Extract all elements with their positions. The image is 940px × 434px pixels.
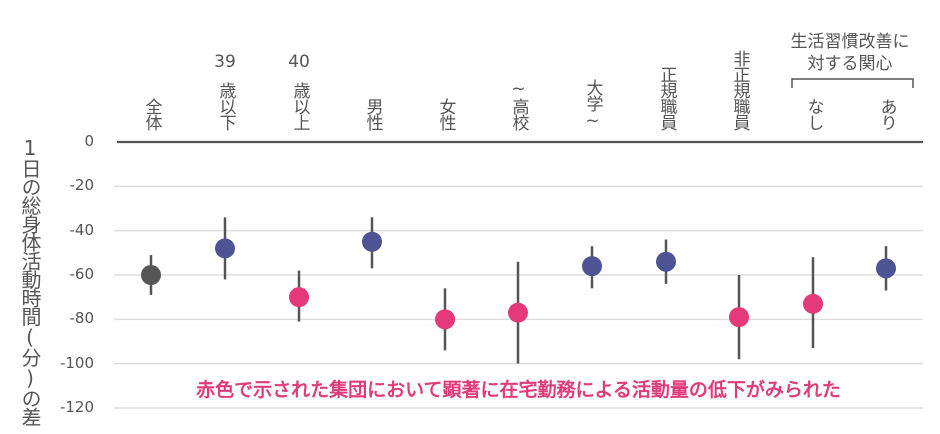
y-tick-label: -100	[59, 353, 94, 372]
category-label-number: 39	[214, 52, 236, 72]
y-tick-label: -120	[59, 398, 94, 416]
category-label-text: 非正規職員	[729, 50, 750, 130]
category-label-text: あり	[876, 98, 897, 130]
category-label: 男性	[357, 98, 387, 130]
category-label: 女性	[430, 98, 460, 130]
category-label: 全体	[136, 98, 166, 130]
category-label-text: 女性	[435, 98, 456, 130]
data-point	[582, 256, 602, 277]
y-tick-label: -80	[69, 309, 95, 328]
category-label-text: なし	[803, 98, 824, 130]
group-bracket	[791, 78, 914, 88]
category-label: 39 歳以下	[210, 52, 240, 131]
category-label-text: ~高校	[508, 79, 529, 130]
data-point	[729, 307, 749, 328]
data-point	[215, 238, 235, 259]
y-axis-label: 1日の総身体活動時間(分)の差	[18, 136, 42, 426]
category-label: ~高校	[503, 79, 533, 130]
group-header-line-2: 対する関心	[807, 54, 893, 74]
data-point	[289, 287, 309, 308]
y-tick-label: -40	[69, 220, 95, 239]
group-header: 生活習慣改善に 対する関心	[770, 31, 930, 75]
category-label: なし	[798, 98, 828, 130]
data-point	[803, 293, 823, 314]
category-label: 大学~	[577, 79, 607, 130]
annotation: 赤色で示された集団において顕著に在宅勤務による活動量の低下がみられた	[196, 379, 841, 401]
y-tick-label: 0	[84, 132, 94, 150]
category-label: あり	[871, 98, 901, 130]
y-tick-label: -60	[69, 265, 95, 283]
data-point	[435, 309, 455, 330]
y-tick-label: -20	[69, 176, 95, 195]
data-point	[362, 231, 382, 252]
category-label-text: 大学~	[582, 79, 603, 130]
category-label: 正規職員	[651, 66, 681, 130]
category-label-number: 40	[288, 52, 310, 72]
category-label: 40 歳以上	[284, 52, 314, 131]
data-point	[656, 251, 676, 272]
category-label-text: 歳以上	[289, 82, 310, 130]
category-label-text: 全体	[141, 98, 162, 130]
category-label-text: 男性	[362, 98, 383, 130]
category-label-text: 正規職員	[656, 66, 677, 130]
data-point	[876, 258, 896, 279]
data-point	[508, 302, 528, 323]
group-header-line-1: 生活習慣改善に	[790, 32, 910, 52]
category-label: 非正規職員	[724, 50, 754, 130]
category-label-text: 歳以下	[215, 82, 236, 130]
data-point	[141, 265, 161, 285]
